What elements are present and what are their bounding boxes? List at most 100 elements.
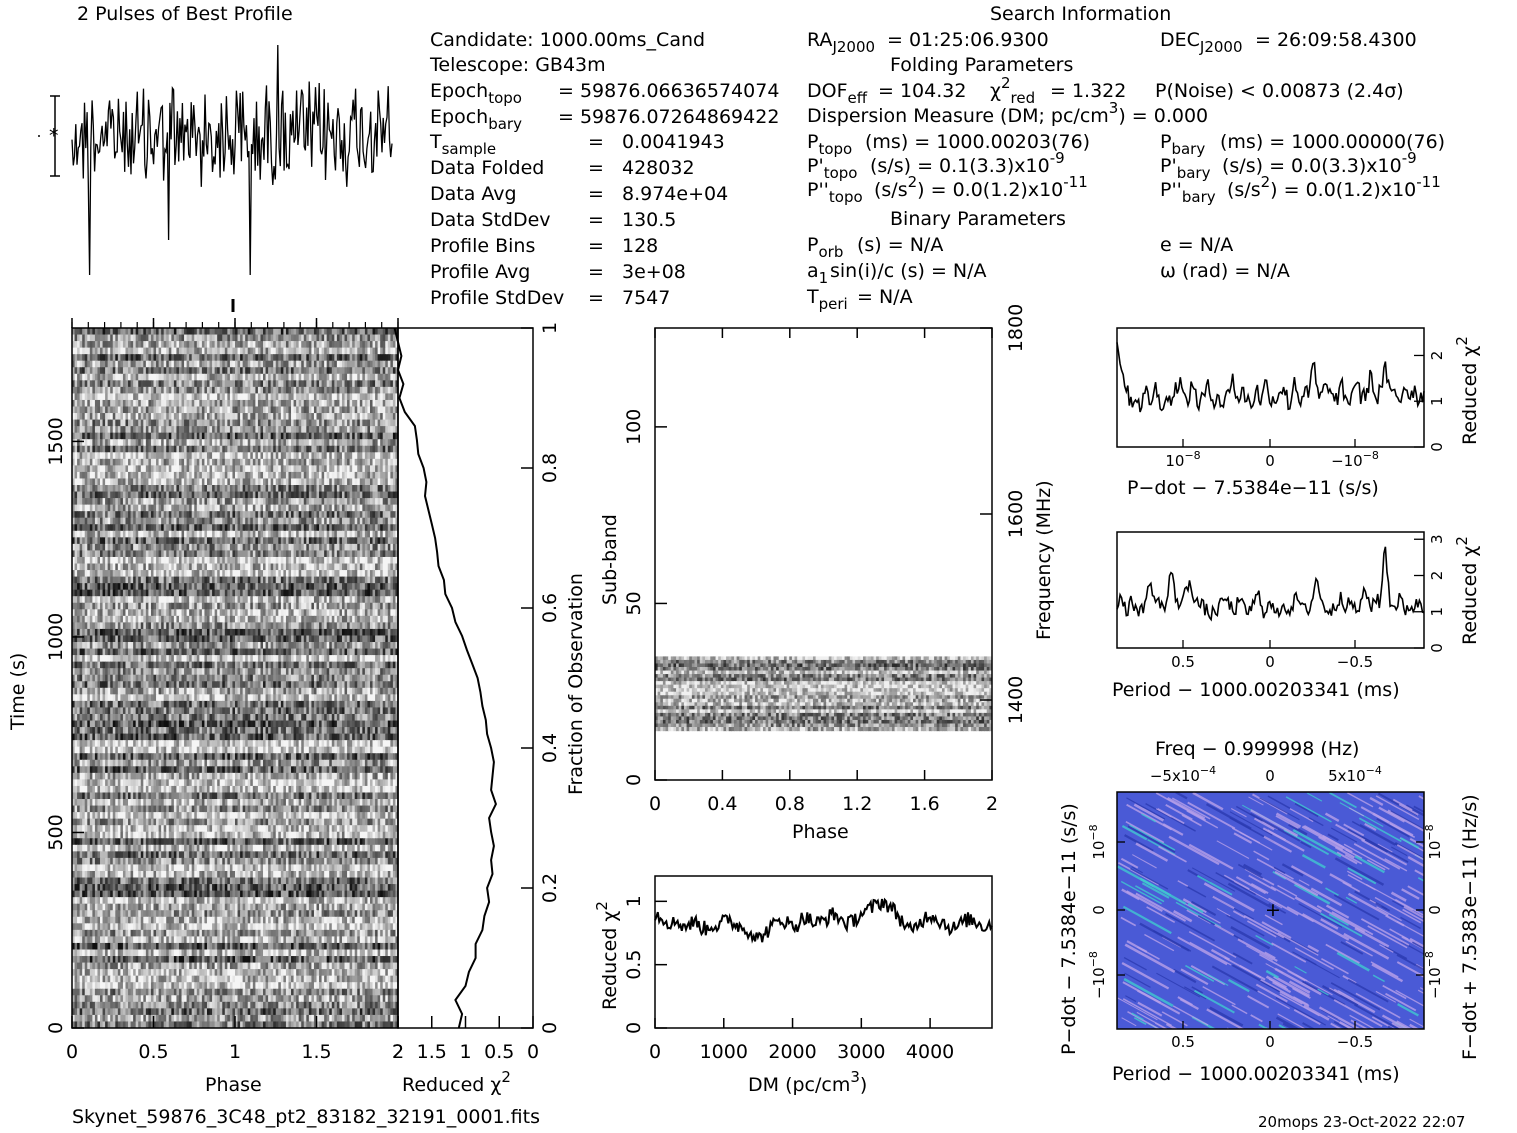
time-phase-cell <box>112 491 116 499</box>
time-phase-cell <box>359 406 363 414</box>
time-phase-cell <box>219 393 223 401</box>
time-phase-cell <box>72 393 76 401</box>
time-phase-cell <box>240 393 244 401</box>
time-phase-cell <box>77 360 81 368</box>
time-phase-cell <box>339 543 343 552</box>
time-phase-cell <box>273 328 277 336</box>
time-phase-cell <box>79 413 83 421</box>
time-phase-cell <box>237 530 241 538</box>
time-phase-cell <box>130 530 134 538</box>
time-phase-cell <box>257 386 262 395</box>
time-phase-cell <box>140 556 144 565</box>
time-phase-cell <box>341 360 346 368</box>
time-phase-cell <box>278 524 282 532</box>
time-phase-cell <box>176 445 180 453</box>
time-phase-cell <box>173 524 178 532</box>
time-phase-cell <box>293 478 297 486</box>
time-phase-cell <box>382 491 386 499</box>
time-phase-cell <box>128 393 132 401</box>
time-phase-cell <box>128 399 132 408</box>
time-phase-cell <box>352 458 356 466</box>
time-phase-cell <box>232 432 236 440</box>
time-phase-cell <box>186 452 190 460</box>
time-phase-cell <box>263 393 267 401</box>
time-phase-cell <box>237 458 241 466</box>
time-phase-cell <box>293 334 297 342</box>
time-phase-cell <box>347 458 351 466</box>
time-phase-cell <box>301 347 305 355</box>
time-phase-cell <box>265 563 269 571</box>
time-phase-cell <box>257 491 262 499</box>
time-phase-cell <box>291 498 295 506</box>
time-phase-cell <box>77 426 81 434</box>
time-phase-cell <box>110 393 114 401</box>
time-phase-cell <box>316 399 320 408</box>
time-phase-cell <box>293 563 297 571</box>
time-phase-cell <box>385 367 389 375</box>
time-phase-cell <box>148 517 152 525</box>
time-phase-cell <box>354 511 358 519</box>
time-phase-cell <box>120 511 124 519</box>
time-phase-cell <box>313 537 318 545</box>
pdd-topo-label: P''topo <box>807 179 863 206</box>
time-phase-cell <box>181 334 185 342</box>
time-phase-cell <box>392 563 397 571</box>
time-phase-cell <box>257 517 262 525</box>
time-phase-cell <box>385 393 389 401</box>
a1-label: a1 <box>807 260 828 287</box>
time-phase-cell <box>372 563 376 571</box>
time-phase-cell <box>224 380 228 388</box>
time-phase-cell <box>347 556 351 565</box>
time-phase-cell <box>377 373 381 381</box>
time-phase-cell <box>311 426 315 434</box>
time-phase-cell <box>357 367 361 375</box>
time-phase-cell <box>204 543 208 552</box>
time-phase-cell <box>240 328 244 336</box>
time-phase-cell <box>158 485 162 493</box>
time-phase-cell <box>115 498 119 506</box>
time-phase-cell <box>189 406 193 414</box>
time-phase-cell <box>201 563 206 571</box>
time-phase-cell <box>329 341 333 349</box>
time-phase-cell <box>140 413 144 421</box>
time-phase-cell <box>79 328 83 336</box>
time-phase-cell <box>199 445 203 453</box>
time-phase-cell <box>133 426 137 434</box>
time-phase-cell <box>357 399 361 408</box>
time-phase-cell <box>168 426 172 434</box>
time-phase-cell <box>184 360 188 368</box>
time-phase-cell <box>94 458 99 466</box>
time-phase-cell <box>273 504 277 512</box>
time-phase-cell <box>214 471 218 480</box>
time-phase-cell <box>206 393 211 401</box>
time-phase-cell <box>171 334 175 342</box>
time-phase-cell <box>390 478 394 486</box>
time-phase-cell <box>242 517 246 525</box>
time-phase-cell <box>72 328 76 336</box>
time-phase-cell <box>380 399 384 408</box>
time-phase-cell <box>298 511 302 519</box>
time-phase-cell <box>74 511 78 519</box>
time-phase-cell <box>158 537 162 545</box>
time-phase-cell <box>161 354 165 362</box>
time-phase-cell <box>219 452 223 460</box>
time-phase-cell <box>143 445 147 453</box>
time-phase-cell <box>237 413 241 421</box>
time-phase-cell <box>293 524 297 532</box>
time-phase-cell <box>354 347 358 355</box>
time-phase-cell <box>150 485 155 493</box>
time-phase-cell <box>72 556 76 565</box>
time-phase-cell <box>94 511 99 519</box>
time-phase-cell <box>184 393 188 401</box>
time-phase-cell <box>257 485 262 493</box>
time-phase-cell <box>227 556 231 565</box>
time-phase-cell <box>171 576 175 584</box>
time-phase-cell <box>301 530 305 538</box>
time-phase-cell <box>280 354 284 362</box>
time-phase-cell <box>240 537 244 545</box>
time-phase-cell <box>138 498 142 506</box>
time-phase-cell <box>229 570 234 578</box>
time-phase-cell <box>283 373 287 381</box>
time-phase-cell <box>189 511 193 519</box>
time-phase-cell <box>74 498 78 506</box>
